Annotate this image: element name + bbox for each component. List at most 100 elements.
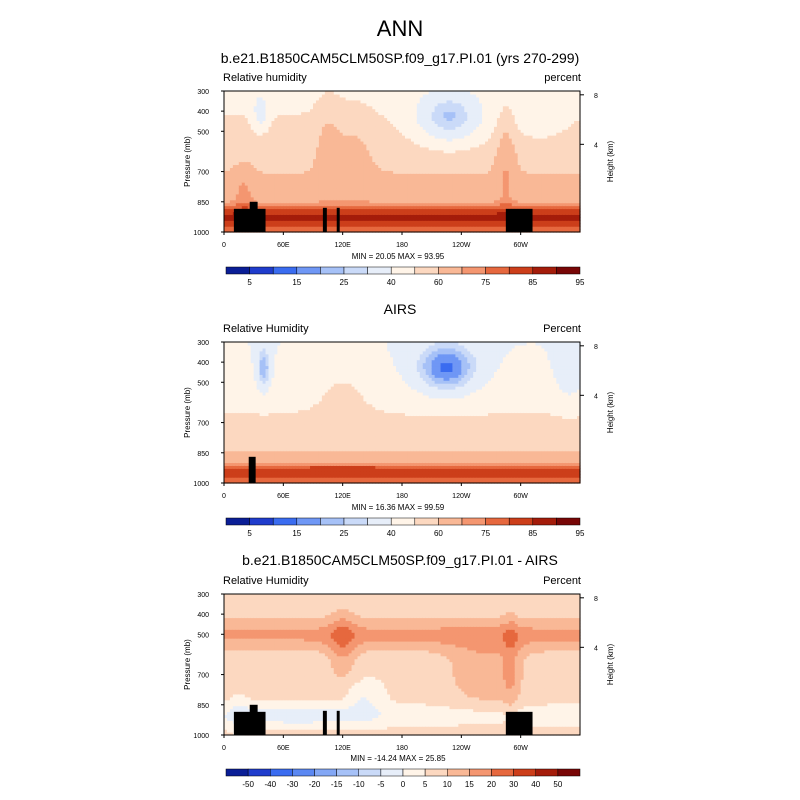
heatmap-cell [404,93,409,98]
heatmap-cell [304,99,308,104]
heatmap-cell [378,176,382,180]
heatmap-cell [407,161,412,166]
heatmap-cell [313,149,317,154]
heatmap-cell [416,96,421,101]
heatmap-cell [491,138,495,142]
heatmap-cell [464,161,468,166]
heatmap-cell [324,170,329,174]
heatmap-cell [298,205,302,210]
heatmap-cell [499,164,504,168]
heatmap-cell [502,126,507,130]
heatmap-cell [289,208,293,213]
heatmap-cell [286,135,290,139]
heatmap-cell [226,102,231,107]
heatmap-cell [295,211,299,215]
heatmap-cell [449,146,454,151]
heatmap-cell [333,146,338,151]
heatmap-cell [502,173,507,177]
heatmap-cell [458,126,462,130]
heatmap-cell [354,196,359,201]
heatmap-cell [407,138,412,142]
heatmap-cell [491,149,495,154]
heatmap-cell [425,152,430,157]
heatmap-cell [310,105,314,110]
heatmap-cell [413,205,418,210]
heatmap-cell [378,140,382,145]
heatmap-cell [440,220,445,224]
heatmap-cell [470,164,474,168]
heatmap-cell [241,126,246,130]
heatmap-cell [470,105,474,110]
heatmap-cell [372,135,376,139]
heatmap-cell [369,220,373,224]
heatmap-cell [422,179,427,183]
heatmap-cell [318,140,323,145]
heatmap-cell [461,96,465,101]
heatmap-cell [419,102,424,107]
heatmap-cell [265,143,270,148]
heatmap-cell [493,223,498,227]
heatmap-cell [318,120,323,124]
heatmap-cell [369,179,373,183]
heatmap-cell [241,149,246,154]
heatmap-cell [318,220,323,224]
heatmap-cell [479,229,483,233]
heatmap-cell [324,146,329,151]
heatmap-cell [381,226,385,230]
heatmap-cell [304,158,308,163]
heatmap-cell [339,126,344,130]
heatmap-cell [517,146,522,151]
heatmap-cell [502,205,507,210]
heatmap-cell [520,185,525,189]
heatmap-cell [315,152,320,157]
heatmap-cell [265,120,270,124]
heatmap-cell [274,126,278,130]
heatmap-cell [375,208,379,213]
heatmap-cell [360,129,365,133]
heatmap-cell [304,135,308,139]
heatmap-cell [381,123,385,127]
heatmap-cell [402,93,406,98]
heatmap-cell [256,140,261,145]
heatmap-cell [413,135,418,139]
heatmap-cell [229,226,234,230]
heatmap-cell [253,167,258,171]
heatmap-cell [295,132,299,136]
heatmap-cell [327,99,332,104]
heatmap-cell [268,105,273,110]
heatmap-cell [366,217,370,221]
heatmap-cell [268,196,273,201]
heatmap-cell [333,138,338,142]
heatmap-cell [396,196,400,201]
heatmap-cell [425,149,430,154]
heatmap-cell [476,214,480,218]
heatmap-cell [493,99,498,104]
heatmap-cell [253,170,258,174]
heatmap-cell [431,93,436,98]
heatmap-cell [452,132,456,136]
heatmap-cell [387,208,391,213]
heatmap-cell [517,135,522,139]
heatmap-cell [467,140,471,145]
heatmap-cell [514,105,519,110]
heatmap-cell [384,158,388,163]
heatmap-cell [514,205,519,210]
heatmap-cell [327,176,332,180]
heatmap-cell [298,91,302,95]
heatmap-cell [476,229,480,233]
heatmap-cell [363,126,367,130]
heatmap-cell [440,179,445,183]
heatmap-cell [313,146,317,151]
heatmap-cell [402,111,406,116]
heatmap-cell [295,223,299,227]
heatmap-cell [232,190,237,195]
heatmap-cell [479,164,483,168]
heatmap-cell [274,146,278,151]
heatmap-cell [428,176,433,180]
heatmap-cell [482,164,486,168]
heatmap-cell [363,214,367,218]
heatmap-cell [479,223,483,227]
heatmap-cell [410,161,415,166]
heatmap-cell [310,111,314,116]
heatmap-cell [491,170,495,174]
